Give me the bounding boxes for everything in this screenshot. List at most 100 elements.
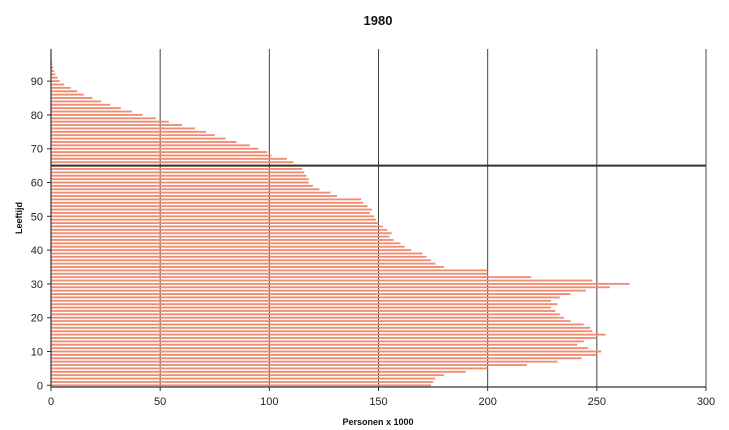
x-tick-label-50: 50 <box>154 396 166 408</box>
bar-age-53 <box>51 205 368 208</box>
y-tick-label-80: 80 <box>31 110 43 122</box>
x-tick-label-100: 100 <box>260 396 278 408</box>
bar-age-11 <box>51 347 589 350</box>
bar-age-3 <box>51 374 444 377</box>
y-tick-label-10: 10 <box>31 347 43 359</box>
x-tick-label-0: 0 <box>48 396 54 408</box>
bar-age-58 <box>51 188 320 191</box>
bar-age-87 <box>51 90 78 93</box>
chart-title: 1980 <box>364 13 393 28</box>
bar-age-76 <box>51 127 196 130</box>
bar-age-36 <box>51 262 436 265</box>
x-tick-label-200: 200 <box>478 396 496 408</box>
x-tick-label-300: 300 <box>697 396 715 408</box>
y-tick-label-70: 70 <box>31 144 43 156</box>
y-tick-label-0: 0 <box>37 380 43 392</box>
bar-age-54 <box>51 201 364 204</box>
bar-age-66 <box>51 161 294 164</box>
bar-age-59 <box>51 184 313 187</box>
bar-age-18 <box>51 323 584 326</box>
bar-age-95 <box>51 63 53 66</box>
bar-age-92 <box>51 73 56 76</box>
bar-age-81 <box>51 110 132 113</box>
bar-age-21 <box>51 313 560 316</box>
bar-age-31 <box>51 279 593 282</box>
bar-age-25 <box>51 299 551 302</box>
y-tick-label-40: 40 <box>31 245 43 257</box>
y-axis-ticks: 0 10 20 30 40 50 60 70 80 90 <box>31 76 51 392</box>
bar-age-78 <box>51 120 169 123</box>
bar-age-8 <box>51 357 582 360</box>
bar-age-79 <box>51 117 156 120</box>
bar-age-57 <box>51 191 331 194</box>
vertical-gridlines <box>159 49 707 387</box>
bar-age-51 <box>51 212 370 214</box>
bar-age-5 <box>51 367 488 370</box>
bar-age-27 <box>51 293 571 295</box>
bar-age-68 <box>51 154 272 157</box>
bar-age-23 <box>51 306 551 309</box>
y-tick-label-20: 20 <box>31 313 43 325</box>
bar-age-84 <box>51 100 102 103</box>
bar-age-93 <box>51 70 55 72</box>
y-axis-label: Leeftijd <box>14 202 24 234</box>
bar-age-72 <box>51 141 237 143</box>
bar-age-71 <box>51 144 250 147</box>
bar-age-48 <box>51 222 379 224</box>
bar-age-64 <box>51 168 303 170</box>
bar-age-86 <box>51 93 84 96</box>
bar-age-37 <box>51 259 431 262</box>
x-tick-label-150: 150 <box>369 396 387 408</box>
bar-age-13 <box>51 340 584 343</box>
bar-age-9 <box>51 353 597 356</box>
bar-age-61 <box>51 178 309 181</box>
bar-age-42 <box>51 242 401 245</box>
bar-age-75 <box>51 130 207 133</box>
bar-age-19 <box>51 320 571 323</box>
bar-age-56 <box>51 195 338 197</box>
bar-age-29 <box>51 286 610 289</box>
bar-age-91 <box>51 76 58 79</box>
bar-age-45 <box>51 232 392 235</box>
bar-age-35 <box>51 266 444 268</box>
bar-age-49 <box>51 218 377 221</box>
bar-age-89 <box>51 83 65 86</box>
bar-age-60 <box>51 181 309 184</box>
bar-age-77 <box>51 124 182 126</box>
y-tick-label-30: 30 <box>31 279 43 291</box>
bar-age-83 <box>51 103 110 106</box>
bar-age-44 <box>51 235 390 238</box>
bar-age-74 <box>51 134 215 137</box>
bar-age-50 <box>51 215 375 218</box>
bar-age-40 <box>51 249 412 252</box>
bar-age-67 <box>51 157 287 160</box>
bar-age-15 <box>51 333 606 336</box>
bar-age-63 <box>51 171 305 174</box>
age-bars <box>51 49 630 387</box>
bar-age-16 <box>51 330 593 333</box>
bar-age-85 <box>51 97 93 99</box>
bar-age-80 <box>51 113 143 116</box>
bar-age-55 <box>51 198 362 201</box>
bar-age-17 <box>51 326 591 329</box>
bar-age-88 <box>51 86 71 89</box>
bar-age-7 <box>51 360 558 363</box>
bar-age-69 <box>51 151 268 154</box>
bar-age-14 <box>51 337 597 339</box>
bar-age-94 <box>51 66 54 69</box>
bar-age-4 <box>51 370 466 373</box>
bar-age-62 <box>51 174 307 177</box>
bar-age-0 <box>51 384 431 387</box>
bar-age-82 <box>51 107 121 110</box>
bar-age-26 <box>51 296 560 299</box>
bar-age-46 <box>51 228 388 231</box>
x-tick-label-250: 250 <box>588 396 606 408</box>
x-axis-label: Personen x 1000 <box>342 417 413 427</box>
bar-age-43 <box>51 239 394 241</box>
bar-age-1 <box>51 381 434 383</box>
bar-age-12 <box>51 343 578 346</box>
bar-age-6 <box>51 364 527 366</box>
bar-age-22 <box>51 310 556 312</box>
bar-age-32 <box>51 276 532 279</box>
